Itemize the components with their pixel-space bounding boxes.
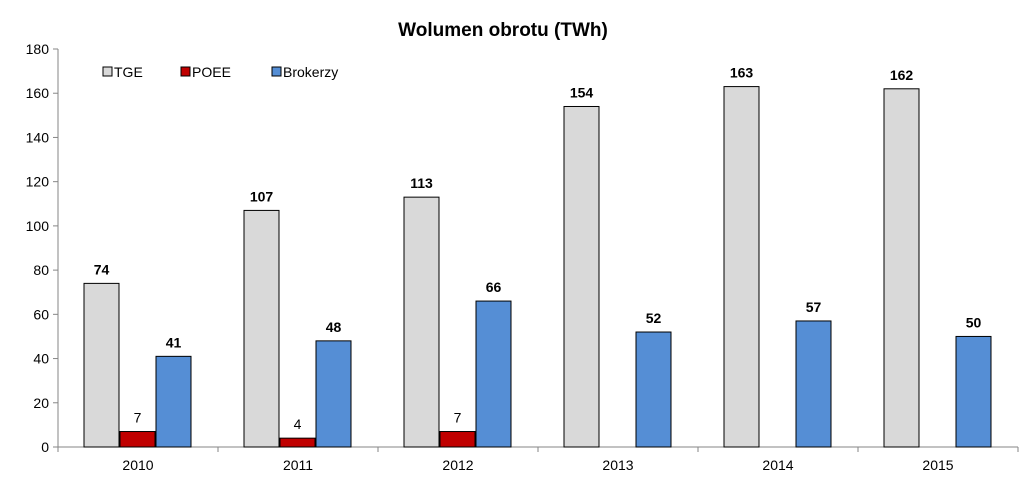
bar-brokerzy-2012 xyxy=(475,300,512,448)
data-label: 41 xyxy=(166,334,182,350)
axes: 0 20 40 60 80 100 120 140 160 180 2010 2011 2012 2013… xyxy=(26,41,1019,473)
bar-tge-2011 xyxy=(243,209,280,448)
bar-poee-2010 xyxy=(119,431,156,448)
y-tick-label: 120 xyxy=(26,174,50,190)
y-tick-label: 0 xyxy=(41,439,49,455)
data-label: 50 xyxy=(966,314,982,330)
data-label: 48 xyxy=(326,319,342,335)
bar-tge-2010 xyxy=(83,282,120,448)
data-label: 7 xyxy=(134,410,142,426)
data-label: 66 xyxy=(486,279,502,295)
data-label: 7 xyxy=(454,410,462,426)
y-tick-label: 40 xyxy=(33,351,49,367)
chart-title: Wolumen obrotu (TWh) xyxy=(398,20,608,41)
bar-tge-2014 xyxy=(723,86,760,448)
bar-brokerzy-2011 xyxy=(315,340,352,448)
data-label: 52 xyxy=(646,310,662,326)
x-tick-label: 2014 xyxy=(762,457,793,473)
bar-brokerzy-2010 xyxy=(155,355,192,448)
y-tick-label: 160 xyxy=(26,85,50,101)
bar-poee-2012 xyxy=(439,431,476,448)
bars xyxy=(83,86,992,448)
data-label: 4 xyxy=(294,416,302,432)
legend-label-brokerzy: Brokerzy xyxy=(283,64,338,80)
x-tick-label: 2012 xyxy=(442,457,473,473)
x-tick-label: 2013 xyxy=(602,457,633,473)
y-tick-label: 20 xyxy=(33,395,49,411)
bar-brokerzy-2015 xyxy=(955,335,992,448)
data-label: 163 xyxy=(730,65,754,81)
y-tick-label: 60 xyxy=(33,306,49,322)
y-tick-label: 100 xyxy=(26,218,50,234)
bar-tge-2015 xyxy=(883,88,920,448)
legend-swatch-poee xyxy=(180,66,191,77)
data-label: 154 xyxy=(570,84,594,100)
data-label: 162 xyxy=(890,67,914,83)
legend-swatch-tge xyxy=(102,66,113,77)
bar-poee-2011 xyxy=(279,437,316,448)
bar-brokerzy-2013 xyxy=(635,331,672,448)
legend-swatch-brokerzy xyxy=(271,66,282,77)
legend-label-tge: TGE xyxy=(114,64,143,80)
x-tick-label: 2011 xyxy=(283,457,313,473)
legend: TGE POEE Brokerzy xyxy=(102,64,338,80)
x-tick-label: 2015 xyxy=(922,457,953,473)
data-label: 74 xyxy=(94,261,110,277)
legend-label-poee: POEE xyxy=(192,64,231,80)
bar-tge-2012 xyxy=(403,196,440,448)
data-label: 57 xyxy=(806,299,822,315)
data-label: 113 xyxy=(410,175,433,191)
bar-tge-2013 xyxy=(563,105,600,448)
bar-brokerzy-2014 xyxy=(795,320,832,448)
y-tick-label: 140 xyxy=(26,129,50,145)
data-label: 107 xyxy=(250,188,274,204)
x-tick-label: 2010 xyxy=(122,457,153,473)
y-tick-label: 80 xyxy=(33,262,49,278)
y-tick-label: 180 xyxy=(26,41,50,57)
